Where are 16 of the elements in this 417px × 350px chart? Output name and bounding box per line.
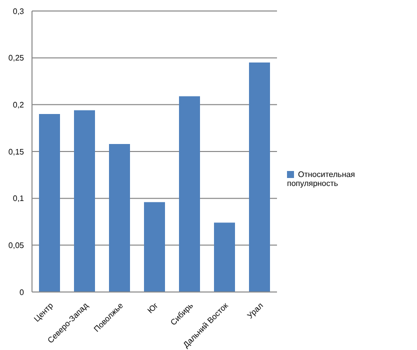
bar [39,114,60,292]
legend-label: Относительная популярность [287,170,356,188]
x-tick-label: Юг [146,300,160,316]
y-tick-label: 0,1 [12,194,25,204]
bar [214,222,235,292]
bar [74,110,95,292]
y-tick-label: 0,15 [8,147,25,156]
y-tick-label: 0,3 [12,6,25,16]
bar [144,202,165,292]
y-tick-label: 0,25 [8,54,25,63]
y-tick-label: 0,2 [12,100,25,110]
bar [249,62,270,292]
bar [179,96,200,292]
y-tick-label: 0,05 [8,241,25,250]
y-tick-label: 0 [20,288,25,297]
bar [109,144,130,292]
